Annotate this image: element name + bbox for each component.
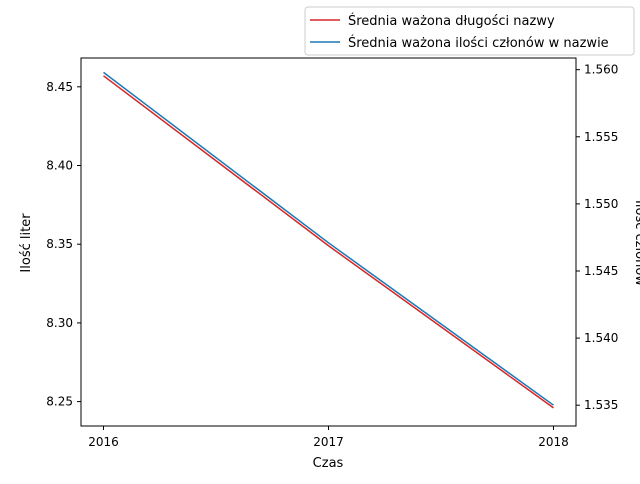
left-tick-label: 8.45 (46, 80, 73, 94)
x-tick-label: 2017 (313, 435, 344, 449)
right-tick-label: 1.560 (584, 63, 618, 77)
left-y-axis-label: Ilość liter (19, 213, 34, 273)
x-axis-label: Czas (313, 456, 344, 471)
x-axis: 2016 2017 2018 (88, 426, 569, 449)
left-tick-label: 8.25 (46, 395, 73, 409)
series-line-2 (103, 71, 554, 406)
right-y-axis-label: Ilość członów (632, 200, 640, 286)
series-layer (103, 71, 554, 409)
right-y-axis: 1.535 1.540 1.545 1.550 1.555 1.560 (576, 63, 618, 412)
right-tick-label: 1.540 (584, 331, 618, 345)
left-tick-label: 8.30 (46, 316, 73, 330)
legend-box (304, 6, 635, 56)
left-y-axis: 8.25 8.30 8.35 8.40 8.45 (46, 80, 81, 409)
legend-label-1: Średnia ważona długości nazwy (348, 13, 555, 29)
series-line-1 (103, 75, 554, 409)
right-tick-label: 1.535 (584, 398, 618, 412)
left-tick-label: 8.35 (46, 237, 73, 251)
right-tick-label: 1.555 (584, 130, 618, 144)
x-tick-label: 2016 (88, 435, 119, 449)
right-tick-label: 1.545 (584, 264, 618, 278)
legend-label-2: Średnia ważona ilości członów w nazwie (348, 35, 609, 51)
left-tick-label: 8.40 (46, 159, 73, 173)
right-tick-label: 1.550 (584, 197, 618, 211)
x-tick-label: 2018 (538, 435, 569, 449)
legend: Średnia ważona długości nazwy Średnia wa… (304, 6, 635, 56)
